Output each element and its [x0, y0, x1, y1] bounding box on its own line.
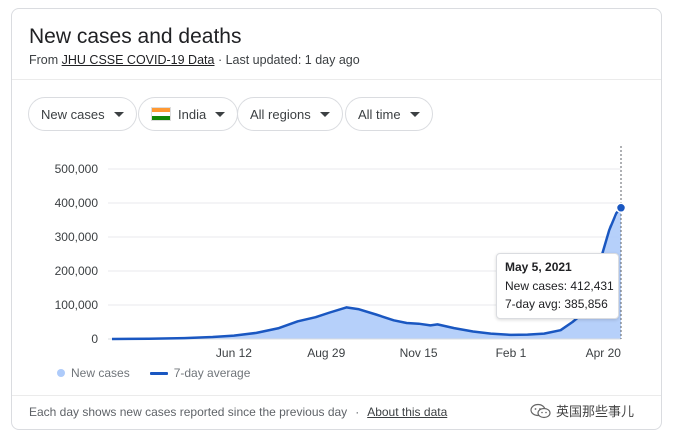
watermark: 英国那些事儿: [530, 401, 634, 420]
card-title: New cases and deaths: [29, 25, 242, 48]
metric-dropdown[interactable]: New cases: [28, 97, 137, 131]
header-divider: [12, 79, 661, 80]
chart-tooltip: May 5, 2021 New cases: 412,431 7-day avg…: [496, 253, 619, 319]
y-tick-label: 400,000: [55, 196, 99, 210]
time-dropdown-label: All time: [358, 106, 401, 122]
highlight-point: [615, 202, 627, 214]
y-tick-label: 200,000: [55, 264, 99, 278]
y-tick-label: 100,000: [55, 298, 99, 312]
y-tick-label: 300,000: [55, 230, 99, 244]
flag-stripe-middle: [152, 112, 170, 116]
chevron-down-icon: [409, 111, 420, 117]
y-tick-label: 0: [91, 332, 98, 346]
watermark-text: 英国那些事儿: [556, 404, 635, 419]
chevron-down-icon: [319, 111, 330, 117]
chevron-down-icon: [113, 111, 124, 117]
footer: Each day shows new cases reported since …: [29, 405, 447, 419]
footer-note: Each day shows new cases reported since …: [29, 405, 348, 419]
india-flag-icon: [151, 107, 171, 121]
wechat-icon: [530, 403, 551, 418]
tooltip-date: May 5, 2021: [505, 260, 572, 274]
chart-legend: New cases 7-day average: [57, 366, 250, 380]
x-tick-label: Apr 20: [586, 346, 622, 360]
covid-card: New cases and deaths From JHU CSSE COVID…: [11, 8, 662, 430]
source-link[interactable]: JHU CSSE COVID-19 Data: [61, 53, 215, 67]
source-line: From JHU CSSE COVID-19 Data · Last updat…: [29, 53, 360, 67]
region-dropdown[interactable]: All regions: [237, 97, 343, 131]
legend-average-swatch: [149, 371, 168, 375]
y-tick-label: 500,000: [55, 162, 99, 176]
footer-separator: ·: [355, 405, 360, 419]
country-dropdown[interactable]: India: [138, 97, 239, 131]
x-tick-label: Nov 15: [400, 346, 438, 360]
about-data-link[interactable]: About this data: [367, 405, 448, 419]
flag-stripe-top: [152, 108, 170, 112]
time-dropdown[interactable]: All time: [345, 97, 433, 131]
x-tick-label: Aug 29: [307, 346, 345, 360]
legend-new-cases-swatch: [57, 369, 65, 377]
last-updated: · Last updated: 1 day ago: [214, 53, 360, 67]
tooltip-7day-avg: 7-day avg: 385,856: [505, 297, 608, 311]
tooltip-new-cases: New cases: 412,431: [505, 279, 614, 293]
x-tick-label: Jun 12: [216, 346, 252, 360]
source-prefix: From: [29, 53, 62, 67]
legend-average: 7-day average: [173, 366, 251, 380]
region-dropdown-label: All regions: [250, 106, 311, 122]
country-dropdown-label: India: [178, 106, 207, 122]
legend-new-cases: New cases: [71, 366, 130, 380]
flag-stripe-bottom: [152, 116, 170, 120]
x-tick-label: Feb 1: [496, 346, 527, 360]
metric-dropdown-label: New cases: [41, 106, 105, 122]
footer-divider: [12, 395, 661, 396]
chevron-down-icon: [215, 111, 226, 117]
